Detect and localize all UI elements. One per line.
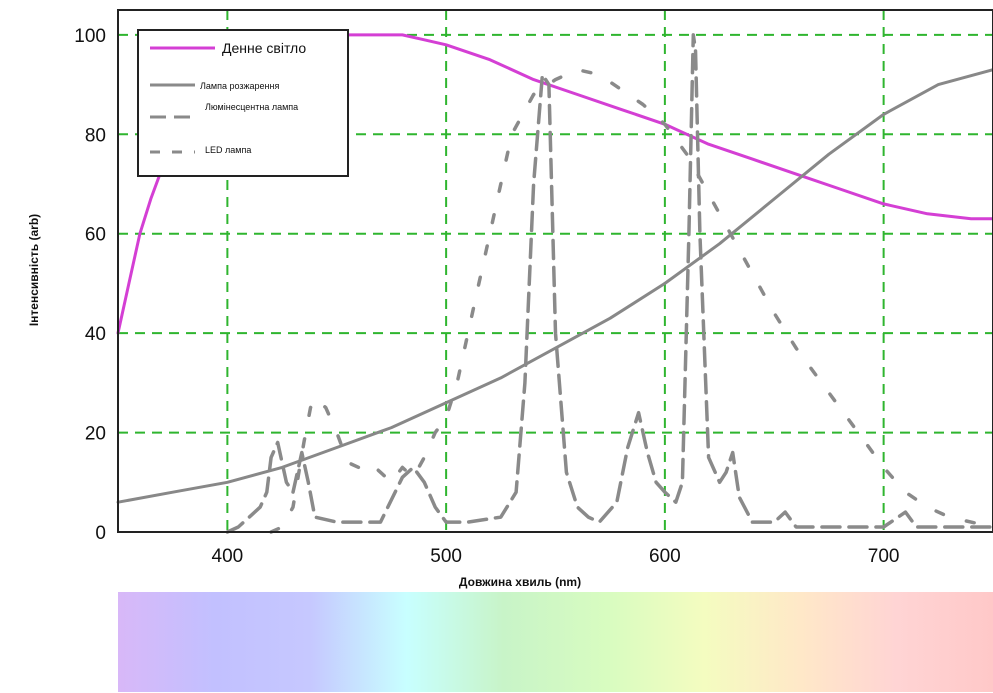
y-tick-label: 20 <box>85 424 106 445</box>
y-tick-label: 100 <box>74 26 106 47</box>
x-axis-label: Довжина хвиль (nm) <box>459 575 581 589</box>
y-tick-labels: 0 20 40 60 80 100 <box>74 26 106 544</box>
x-tick-label: 400 <box>212 546 244 567</box>
plot-frame <box>117 9 993 533</box>
legend-label-incandescent: Лампа розжарення <box>200 81 279 91</box>
x-tick-label: 700 <box>868 546 900 567</box>
y-tick-label: 0 <box>95 523 106 544</box>
x-tick-label: 600 <box>649 546 681 567</box>
visible-spectrum-bar <box>118 592 993 692</box>
legend-label-led: LED лампа <box>205 145 251 155</box>
y-tick-label: 60 <box>85 225 106 246</box>
y-tick-label: 80 <box>85 125 106 146</box>
spectrum-chart: 0 20 40 60 80 100 400 500 600 700 Довжина хвиль … <box>27 9 993 589</box>
y-axis-label: Інтенсивність (arb) <box>27 214 41 326</box>
x-tick-labels: 400 500 600 700 <box>212 546 900 567</box>
legend: Денне світло Лампа розжарення Люмінесцен… <box>137 29 349 177</box>
x-tick-label: 500 <box>430 546 462 567</box>
y-tick-label: 40 <box>85 324 106 345</box>
series-line-2 <box>225 33 993 534</box>
legend-label-daylight: Денне світло <box>222 40 306 56</box>
legend-label-fluorescent: Люмінесцентна лампа <box>205 102 298 112</box>
series-line-3 <box>269 67 993 534</box>
